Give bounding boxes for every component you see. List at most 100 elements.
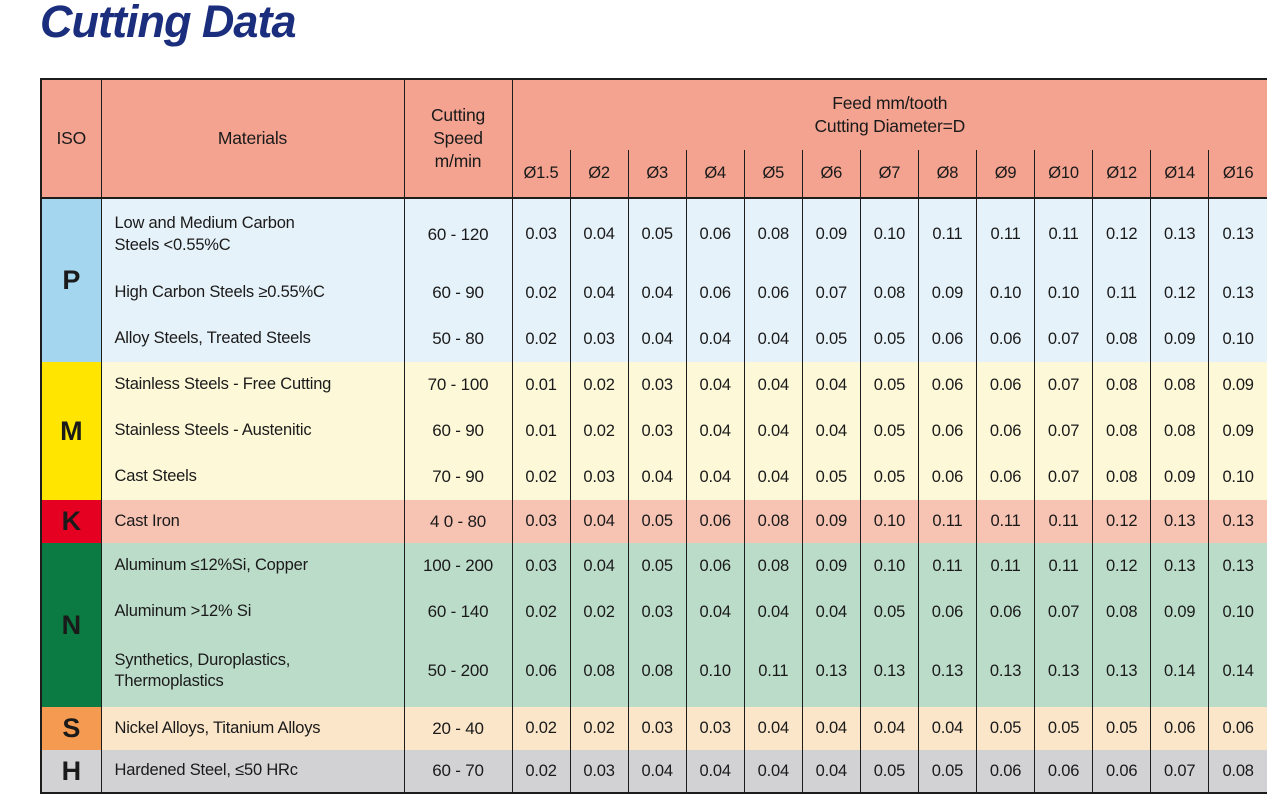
feed-value-cell: 0.12 — [1092, 543, 1151, 589]
feed-value-cell: 0.05 — [1092, 707, 1151, 750]
material-cell: Synthetics, Duroplastics, Thermoplastics — [100, 635, 404, 707]
feed-value-cell: 0.08 — [627, 635, 687, 707]
feed-value-cell: 0.03 — [569, 454, 629, 500]
feed-value-cell: 0.06 — [917, 589, 977, 635]
table-row: Synthetics, Duroplastics, Thermoplastics… — [41, 635, 1267, 707]
cutting-speed-cell: 100 - 200 — [403, 543, 512, 589]
feed-value-cell: 0.12 — [1150, 270, 1209, 316]
feed-value-cell: 0.07 — [1034, 316, 1093, 362]
feed-value-cell: 0.05 — [627, 198, 687, 270]
feed-value-cell: 0.02 — [569, 362, 629, 408]
feed-value-cell: 0.06 — [1092, 750, 1151, 793]
cutting-speed-cell: 70 - 90 — [403, 454, 512, 500]
feed-value-cell: 0.03 — [511, 198, 571, 270]
feed-value-cell: 0.02 — [511, 707, 571, 750]
feed-value-cell: 0.05 — [917, 750, 977, 793]
material-cell: Stainless Steels - Free Cutting — [100, 362, 404, 408]
cutting-speed-cell: 4 0 - 80 — [403, 500, 512, 543]
feed-value-cell: 0.04 — [801, 750, 861, 793]
material-cell: Alloy Steels, Treated Steels — [100, 316, 404, 362]
feed-value-cell: 0.06 — [975, 408, 1035, 454]
feed-value-cell: 0.04 — [569, 270, 629, 316]
feed-value-cell: 0.02 — [569, 707, 629, 750]
feed-value-cell: 0.04 — [917, 707, 977, 750]
material-cell: Low and Medium Carbon Steels <0.55%C — [100, 198, 404, 270]
table-row: H Hardened Steel, ≤50 HRc 60 - 70 0.02 0.03 0… — [40, 750, 1267, 793]
feed-value-cell: 0.07 — [1150, 750, 1209, 793]
feed-value-cell: 0.05 — [859, 362, 919, 408]
feed-value-cell: 0.10 — [1208, 589, 1267, 635]
feed-value-cell: 0.04 — [569, 500, 629, 543]
iso-cell-S: S — [40, 707, 101, 750]
feed-value-cell: 0.08 — [859, 270, 919, 316]
feed-value-cell: 0.04 — [801, 589, 861, 635]
feed-value-cell: 0.05 — [859, 316, 919, 362]
diameter-header-11: Ø12 — [1092, 150, 1151, 198]
feed-value-cell: 0.10 — [859, 543, 919, 589]
feed-value-cell: 0.13 — [801, 635, 861, 707]
table-row: P Low and Medium Carbon Steels <0.55%C 60 … — [40, 198, 1267, 362]
table-row: K Cast Iron 4 0 - 80 0.03 0.04 0.05 0.06 0.08 0.… — [40, 500, 1267, 543]
feed-value-cell: 0.03 — [685, 707, 745, 750]
feed-value-cell: 0.09 — [801, 198, 861, 270]
material-cell: Cast Steels — [100, 454, 404, 500]
material-cell: Aluminum ≤12%Si, Copper — [100, 543, 404, 589]
feed-value-cell: 0.03 — [569, 750, 629, 793]
feed-value-cell: 0.08 — [1092, 362, 1151, 408]
diameter-header-row: Ø1.5 Ø2 Ø3 Ø4 Ø5 Ø6 Ø7 Ø8 Ø9 Ø10 Ø12 Ø14 Ø16 — [41, 150, 1267, 198]
table-row: Alloy Steels, Treated Steels 50 - 80 0.02 0… — [41, 316, 1267, 362]
iso-cell-H: H — [40, 750, 101, 793]
feed-value-cell: 0.10 — [975, 270, 1035, 316]
cutting-data-table: ISO Materials Cutting Speed m/min Feed m… — [40, 78, 1267, 794]
diameter-header-6: Ø6 — [801, 150, 861, 198]
feed-value-cell: 0.03 — [627, 707, 687, 750]
feed-value-cell: 0.06 — [511, 635, 571, 707]
feed-value-cell: 0.02 — [511, 316, 571, 362]
feed-value-cell: 0.07 — [1034, 408, 1093, 454]
diameter-header-5: Ø5 — [743, 150, 803, 198]
feed-value-cell: 0.04 — [569, 543, 629, 589]
feed-value-cell: 0.08 — [1092, 316, 1151, 362]
feed-value-cell: 0.04 — [743, 750, 803, 793]
diameter-header-12: Ø14 — [1150, 150, 1209, 198]
feed-value-cell: 0.05 — [859, 408, 919, 454]
feed-value-cell: 0.11 — [917, 198, 977, 270]
feed-value-cell: 0.02 — [511, 454, 571, 500]
feed-value-cell: 0.04 — [685, 408, 745, 454]
feed-value-cell: 0.05 — [1034, 707, 1093, 750]
feed-value-cell: 0.06 — [975, 589, 1035, 635]
feed-value-cell: 0.10 — [859, 198, 919, 270]
table-row: M Stainless Steels - Free Cutting 70 - 100… — [40, 362, 1267, 500]
diameter-header-4: Ø4 — [685, 150, 745, 198]
feed-value-cell: 0.09 — [801, 543, 861, 589]
feed-value-cell: 0.03 — [511, 500, 571, 543]
feed-value-cell: 0.07 — [801, 270, 861, 316]
feed-value-cell: 0.02 — [511, 750, 571, 793]
cutting-speed-cell: 50 - 200 — [403, 635, 512, 707]
feed-header-line2: Cutting Diameter=D — [814, 116, 966, 136]
feed-value-cell: 0.10 — [685, 635, 745, 707]
feed-value-cell: 0.05 — [859, 454, 919, 500]
feed-value-cell: 0.05 — [975, 707, 1035, 750]
feed-value-cell: 0.04 — [743, 589, 803, 635]
feed-value-cell: 0.01 — [511, 408, 571, 454]
material-cell: Hardened Steel, ≤50 HRc — [100, 750, 404, 793]
page-title: Cutting Data — [40, 0, 296, 47]
feed-value-cell: 0.13 — [1208, 543, 1267, 589]
diameter-header-9: Ø9 — [975, 150, 1035, 198]
feed-value-cell: 0.02 — [511, 589, 571, 635]
iso-cell-M: M — [40, 362, 101, 500]
feed-value-cell: 0.11 — [975, 500, 1035, 543]
feed-value-cell: 0.11 — [917, 500, 977, 543]
feed-value-cell: 0.06 — [975, 454, 1035, 500]
feed-value-cell: 0.11 — [1034, 198, 1093, 270]
diameter-header-3: Ø3 — [627, 150, 687, 198]
feed-value-cell: 0.06 — [975, 750, 1035, 793]
col-header-cutting-speed: Cutting Speed m/min — [403, 79, 512, 198]
feed-value-cell: 0.09 — [1150, 316, 1209, 362]
cutting-speed-cell: 70 - 100 — [403, 362, 512, 408]
feed-value-cell: 0.11 — [1034, 500, 1093, 543]
feed-value-cell: 0.07 — [1034, 454, 1093, 500]
feed-value-cell: 0.13 — [1208, 270, 1267, 316]
feed-value-cell: 0.09 — [917, 270, 977, 316]
